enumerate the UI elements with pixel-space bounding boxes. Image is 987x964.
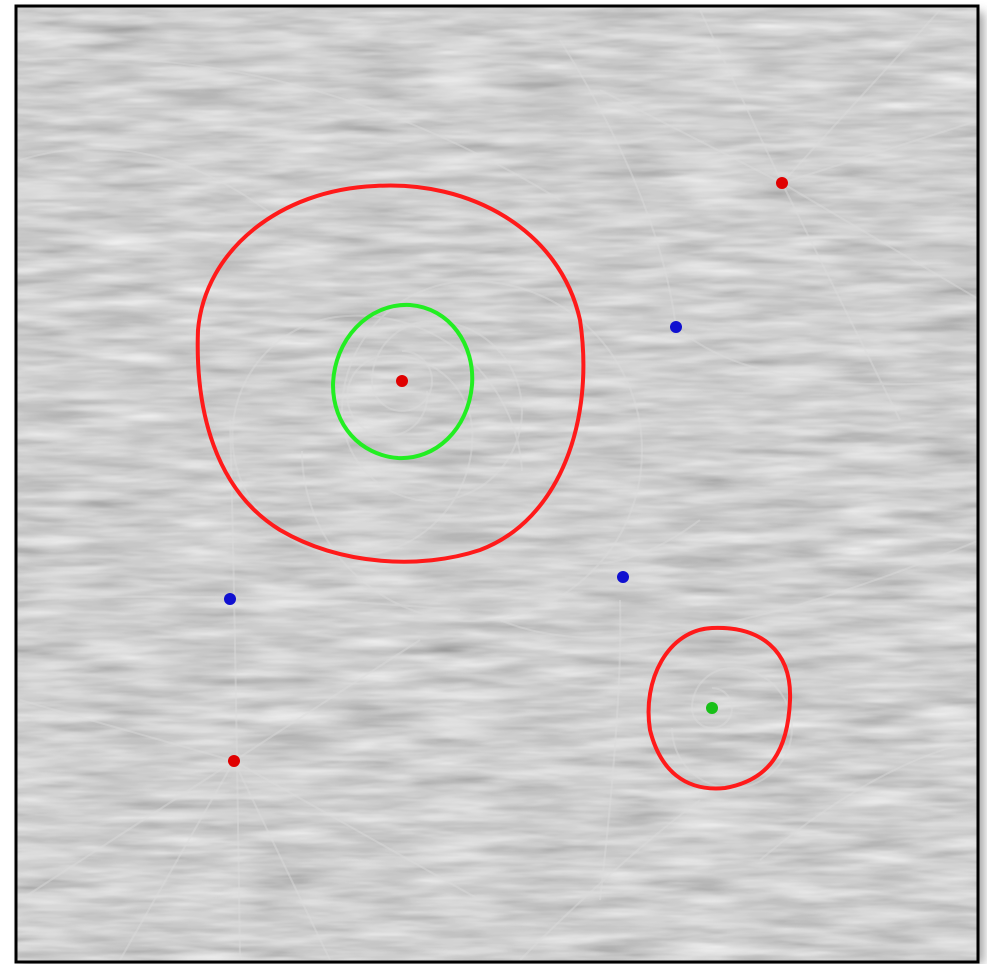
sink-point bbox=[706, 702, 718, 714]
page: (() => { const data = JSON.parse(documen… bbox=[0, 0, 987, 964]
noise bbox=[16, 6, 978, 962]
source-point bbox=[776, 177, 788, 189]
saddle-point bbox=[224, 593, 236, 605]
saddle-point bbox=[670, 321, 682, 333]
flow-visualization bbox=[0, 0, 987, 964]
source-point bbox=[396, 375, 408, 387]
lic-texture bbox=[16, 6, 980, 962]
saddle-point bbox=[617, 571, 629, 583]
source-point bbox=[228, 755, 240, 767]
